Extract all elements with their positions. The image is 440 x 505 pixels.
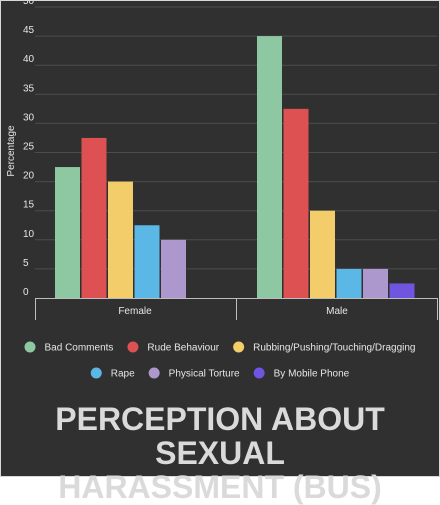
bar	[134, 225, 160, 298]
y-tick-labels: 0 5 10 15 20 25 30 35 40 45 50	[23, 1, 35, 298]
bar	[336, 268, 362, 298]
bar	[81, 137, 107, 298]
bar	[161, 239, 186, 298]
bars	[55, 36, 415, 298]
legend-label: By Mobile Phone	[274, 369, 350, 380]
legend-swatch	[148, 367, 160, 379]
y-tick-label: 0	[23, 287, 29, 298]
legend-swatch	[90, 367, 102, 379]
x-tick-label: Female	[118, 306, 152, 317]
y-tick-label: 35	[23, 83, 35, 94]
legend-swatch	[24, 341, 36, 353]
chart-title-line-1: PERCEPTION ABOUT SEXUAL	[55, 401, 385, 471]
y-tick-label: 25	[23, 142, 35, 153]
chart-title-line-2: HARASSMENT (BUS)	[58, 469, 382, 505]
bar	[283, 108, 309, 298]
y-tick-label: 30	[23, 112, 35, 123]
bar	[363, 268, 388, 298]
legend: Bad Comments Rude Behaviour Rubbing/Pushin…	[24, 341, 415, 380]
x-tick-labels: Female Male	[118, 306, 348, 317]
legend-label: Rubbing/Pushing/Touching/Dragging	[253, 343, 415, 354]
x-tick-label: Male	[326, 306, 348, 317]
chart-title: PERCEPTION ABOUT SEXUAL HARASSMENT (BUS)	[1, 402, 439, 504]
legend-swatch	[127, 341, 139, 353]
bar	[257, 36, 282, 298]
y-tick-label: 10	[23, 229, 35, 240]
y-tick-label: 45	[23, 25, 35, 36]
y-tick-label: 15	[23, 200, 35, 211]
legend-label: Rude Behaviour	[147, 343, 219, 354]
bar	[310, 210, 335, 298]
legend-swatch	[233, 341, 245, 353]
y-axis-label: Percentage	[6, 125, 17, 177]
y-tick-label: 40	[23, 54, 35, 65]
legend-label: Bad Comments	[45, 343, 114, 354]
x-axis	[35, 298, 438, 320]
bar	[55, 167, 80, 298]
legend-swatch	[253, 367, 265, 379]
y-tick-label: 20	[23, 171, 35, 182]
bar	[108, 181, 133, 298]
legend-label: Rape	[111, 369, 135, 380]
y-tick-label: 5	[23, 258, 29, 269]
bar-chart: 0 5 10 15 20 25 30 35 40 45 50 Percentage Female Ma…	[6, 1, 438, 380]
legend-label: Physical Torture	[169, 369, 240, 380]
y-tick-label: 50	[23, 1, 35, 7]
bar	[389, 283, 415, 298]
